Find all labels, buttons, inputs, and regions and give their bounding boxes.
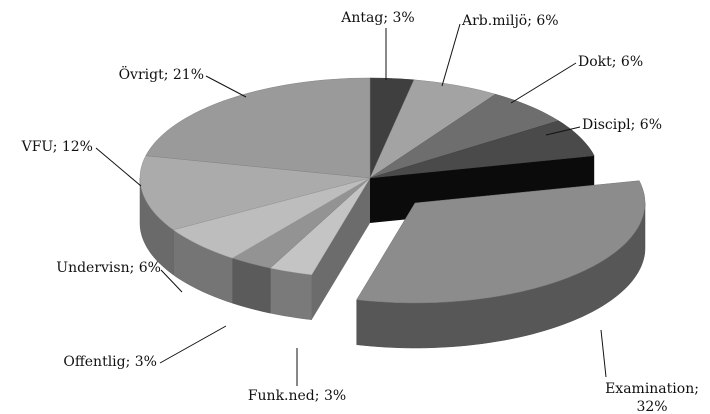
slice [369, 79, 497, 179]
data-label: Offentlig; 3% [63, 354, 157, 370]
slice [139, 155, 371, 231]
leader-line [441, 23, 461, 87]
data-label: VFU; 12% [21, 139, 93, 155]
slice [356, 180, 646, 304]
data-label: Dokt; 6% [578, 54, 643, 70]
leader-line [205, 75, 247, 98]
data-label: Discipl; 6% [582, 117, 662, 133]
slice [172, 177, 371, 259]
slice [145, 77, 371, 179]
data-label: Övrigt; 21% [119, 65, 204, 83]
data-label: Undervisn; 6% [56, 260, 161, 276]
data-label: Arb.miljö; 6% [461, 13, 559, 29]
slice [231, 177, 371, 269]
slice [369, 93, 560, 179]
slice-side [269, 267, 312, 320]
leader-line [160, 269, 183, 293]
data-label: Antag; 3% [340, 10, 414, 26]
leader-line [95, 147, 142, 187]
data-label: Examination; 32% [605, 381, 699, 414]
slice [369, 120, 595, 179]
leader-line [510, 62, 577, 104]
data-label: Funk.ned; 3% [248, 388, 346, 404]
leader-line [545, 126, 581, 136]
slice [269, 177, 371, 275]
leader-line [159, 325, 227, 364]
leader-line [600, 329, 607, 378]
slice-face [311, 178, 370, 320]
